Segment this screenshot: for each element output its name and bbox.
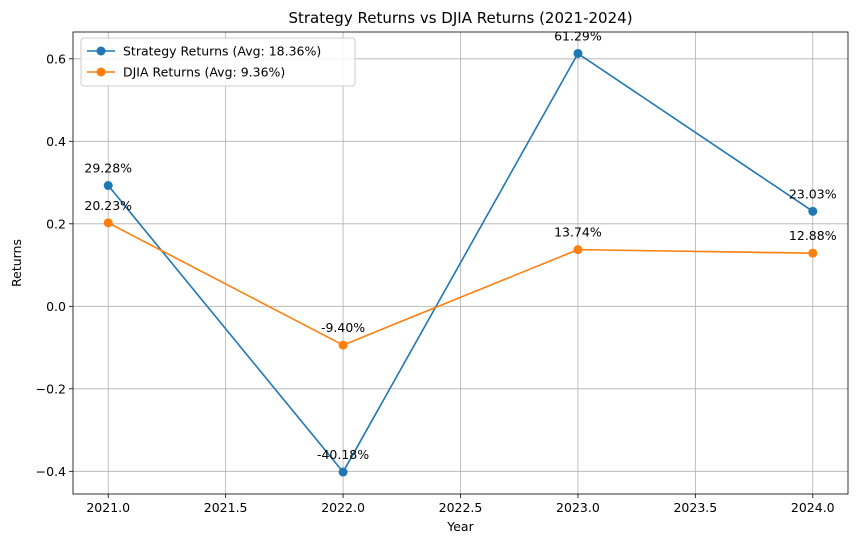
legend-marker <box>96 46 106 56</box>
data-label: 29.28% <box>84 161 132 176</box>
x-tick-label: 2022.5 <box>439 500 483 515</box>
x-axis-title: Year <box>446 519 474 534</box>
data-point <box>573 245 583 255</box>
y-axis-title: Returns <box>9 239 24 287</box>
data-point <box>573 48 583 58</box>
x-tick-label: 2023.0 <box>556 500 600 515</box>
data-point <box>338 467 348 477</box>
y-tick-label: −0.2 <box>36 381 66 396</box>
legend-label: Strategy Returns (Avg: 18.36%) <box>123 44 321 59</box>
x-tick-label: 2021.5 <box>204 500 248 515</box>
data-label: -9.40% <box>321 320 365 335</box>
legend-box <box>80 37 356 87</box>
y-tick-label: −0.4 <box>36 464 66 479</box>
data-point <box>808 206 818 216</box>
data-label: 61.29% <box>554 28 602 43</box>
series-line-1 <box>107 222 813 346</box>
x-tick-label: 2022.0 <box>321 500 365 515</box>
grid <box>73 32 848 494</box>
y-tick-label: 0.2 <box>46 216 66 231</box>
data-point <box>808 248 818 258</box>
y-tick-label: 0.4 <box>46 134 66 149</box>
data-labels: 29.28% -40.18% 61.29% 23.03% 20.23% -9.40% 13.… <box>84 28 836 462</box>
data-point <box>103 218 113 228</box>
data-label: 23.03% <box>789 186 837 201</box>
data-point <box>103 181 113 191</box>
x-tick-label: 2021.0 <box>86 500 130 515</box>
legend: Strategy Returns (Avg: 18.36%) DJIA Retur… <box>80 37 356 87</box>
chart-title: Strategy Returns vs DJIA Returns (2021-2… <box>288 9 632 27</box>
data-label: 12.88% <box>789 228 837 243</box>
series-line-0 <box>107 52 814 473</box>
legend-label: DJIA Returns (Avg: 9.36%) <box>123 65 285 80</box>
series-layer <box>103 48 818 477</box>
data-label: 20.23% <box>84 198 132 213</box>
x-tick-label: 2024.0 <box>791 500 835 515</box>
y-tick-label: 0.6 <box>46 51 66 66</box>
data-point <box>338 340 348 350</box>
data-label: 13.74% <box>554 225 602 240</box>
legend-marker <box>96 67 106 77</box>
y-tick-label: 0.0 <box>46 299 66 314</box>
x-tick-label: 2023.5 <box>673 500 717 515</box>
ticks: 2021.0 2021.5 2022.0 2022.5 2023.0 2023.5 2024… <box>36 51 835 515</box>
data-label: -40.18% <box>317 447 369 462</box>
